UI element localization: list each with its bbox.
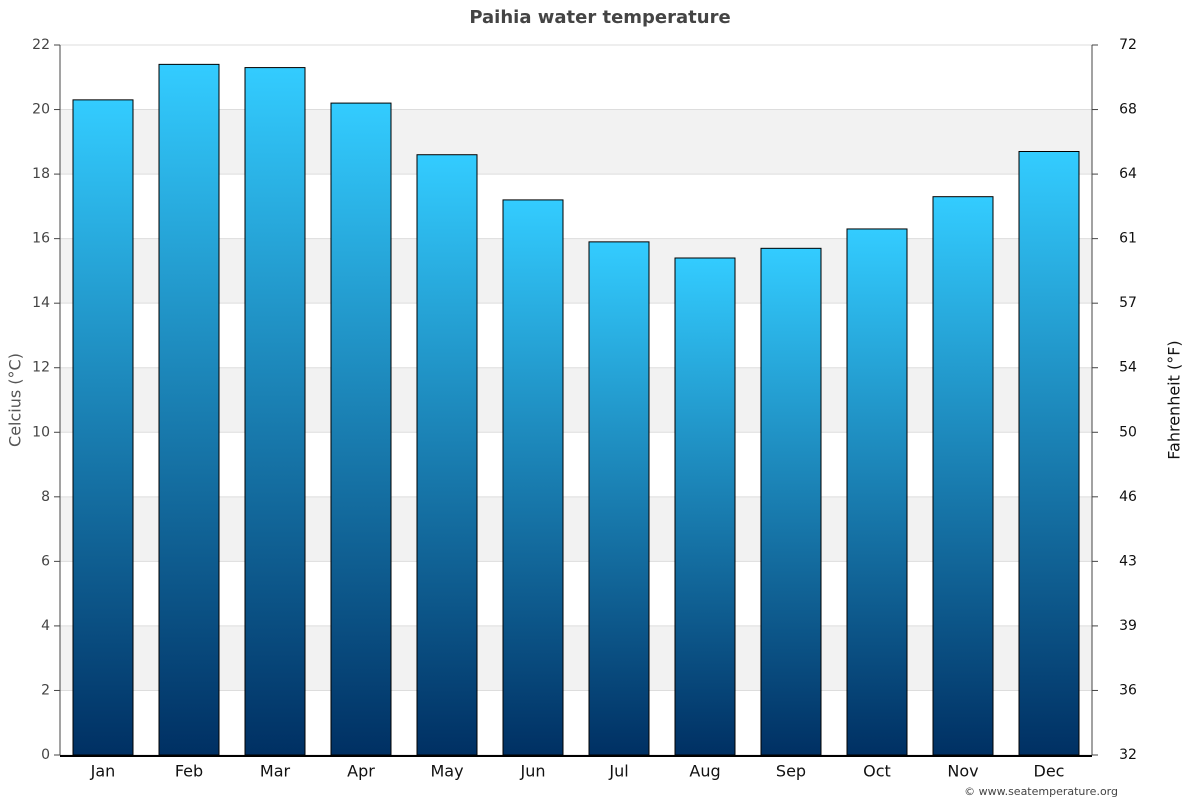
- x-tick-label: Dec: [1034, 762, 1065, 781]
- x-tick-label: Mar: [260, 762, 291, 781]
- bar: [72, 99, 134, 756]
- x-tick-label: Jun: [520, 762, 546, 781]
- bar: [588, 241, 650, 756]
- x-tick-label: Feb: [175, 762, 203, 781]
- y-tick-label: 18: [32, 166, 50, 182]
- y2-tick-label: 61: [1119, 231, 1137, 247]
- x-tick-label: Apr: [347, 762, 375, 781]
- y2-axis-label: Fahrenheit (°F): [1165, 340, 1184, 459]
- x-tick-label: Sep: [776, 762, 806, 781]
- y2-tick-label: 50: [1119, 424, 1137, 440]
- bar: [502, 199, 564, 756]
- bar: [1018, 151, 1080, 756]
- grid-band: [60, 238, 1092, 304]
- y2-tick-label: 46: [1119, 489, 1137, 505]
- y-axis-label: Celcius (°C): [6, 353, 25, 447]
- bar: [932, 196, 994, 756]
- bar: [330, 102, 392, 756]
- x-tick-label: Aug: [689, 762, 720, 781]
- bar: [674, 257, 736, 756]
- y-tick-label: 0: [41, 747, 50, 763]
- y-tick-label: 14: [32, 295, 50, 311]
- grid-band: [60, 109, 1092, 175]
- x-tick-label: Jan: [90, 762, 116, 781]
- y-tick-label: 12: [32, 360, 50, 376]
- grid-band: [60, 625, 1092, 691]
- x-tick-label: Nov: [947, 762, 978, 781]
- y2-tick-label: 39: [1119, 618, 1137, 634]
- y-tick-label: 4: [41, 618, 50, 634]
- x-tick-label: May: [430, 762, 463, 781]
- y-tick-label: 20: [32, 102, 50, 118]
- bar: [158, 63, 220, 756]
- bar: [244, 67, 306, 756]
- y2-tick-label: 72: [1119, 37, 1137, 53]
- y2-tick-label: 43: [1119, 553, 1137, 569]
- y2-tick-label: 54: [1119, 360, 1137, 376]
- x-tick-label: Oct: [863, 762, 891, 781]
- y2-tick-label: 32: [1119, 747, 1137, 763]
- credit: © www.seatemperature.org: [964, 785, 1118, 798]
- bar: [760, 247, 822, 756]
- y2-tick-label: 36: [1119, 682, 1137, 698]
- y-tick-label: 10: [32, 424, 50, 440]
- y-tick-label: 6: [41, 553, 50, 569]
- grid-band: [60, 496, 1092, 562]
- x-tick-label: Jul: [608, 762, 628, 781]
- y-tick-label: 16: [32, 231, 50, 247]
- y2-tick-label: 68: [1119, 102, 1137, 118]
- bar: [416, 154, 478, 756]
- y2-tick-label: 57: [1119, 295, 1137, 311]
- y-tick-label: 2: [41, 682, 50, 698]
- chart-title: Paihia water temperature: [469, 7, 730, 28]
- y2-tick-label: 64: [1119, 166, 1137, 182]
- y-tick-label: 8: [41, 489, 50, 505]
- grid-band: [60, 367, 1092, 433]
- bar: [846, 228, 908, 756]
- y-tick-label: 22: [32, 37, 50, 53]
